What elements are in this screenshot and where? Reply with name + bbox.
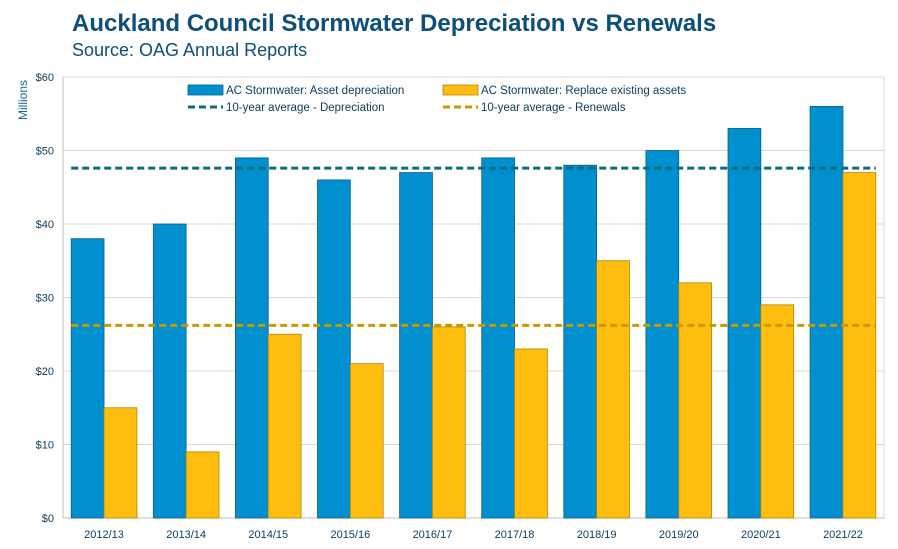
legend-swatch [442,84,479,96]
bar-renewal [842,172,877,519]
x-tick-label: 2019/20 [659,529,699,541]
bar-depreciation [563,164,598,519]
legend-label: AC Stormwater: Asset depreciation [226,85,404,97]
x-tick-label: 2014/15 [248,529,288,541]
bar-renewal [596,260,630,519]
x-tick-label: 2017/18 [495,529,535,541]
bar-depreciation [152,223,187,519]
bar-renewal [267,333,302,519]
bar-depreciation [481,157,515,519]
bar-depreciation [317,179,351,519]
bar-depreciation [70,238,105,519]
bar-renewal [760,304,795,519]
legend: AC Stormwater: Asset depreciation AC Stor… [187,84,686,114]
x-axis: 2012/13 2013/14 2014/15 2015/16 2016/17 2017/… [84,529,863,541]
bar-renewal [349,363,384,519]
x-tick-label: 2020/21 [741,529,781,541]
chart-subtitle: Source: OAG Annual Reports [72,40,308,60]
bar-renewal [678,282,712,519]
bar-renewal [185,451,220,519]
y-axis-label: Millions [16,80,30,120]
bar-depreciation [399,172,433,519]
bar-depreciation [235,157,269,519]
legend-label: 10-year average - Renewals [481,102,626,114]
y-axis: $0 $10 $20 $30 $40 $50 $60 [36,72,54,525]
y-tick-label: $50 [36,146,54,158]
bar-depreciation [809,106,844,519]
legend-swatch [187,84,224,96]
bars [70,106,877,519]
y-tick-label: $30 [36,293,54,305]
average-lines [71,166,876,327]
x-tick-label: 2016/17 [413,529,453,541]
y-tick-label: $60 [36,72,54,84]
bar-renewal [103,407,138,519]
bar-renewal [432,326,466,519]
bar-depreciation [727,128,762,519]
y-tick-label: $40 [36,219,54,231]
y-tick-label: $0 [42,513,54,525]
legend-label: 10-year average - Depreciation [226,102,385,114]
x-tick-label: 2015/16 [330,529,370,541]
y-tick-label: $10 [36,440,54,452]
legend-label: AC Stormwater: Replace existing assets [481,85,686,97]
x-tick-label: 2012/13 [84,529,124,541]
x-tick-label: 2013/14 [166,529,206,541]
x-tick-label: 2018/19 [577,529,617,541]
chart-title: Auckland Council Stormwater Depreciation… [72,10,717,37]
bar-depreciation [645,150,680,519]
y-tick-label: $20 [36,366,54,378]
bar-renewal [514,348,548,519]
x-tick-label: 2021/22 [823,529,863,541]
